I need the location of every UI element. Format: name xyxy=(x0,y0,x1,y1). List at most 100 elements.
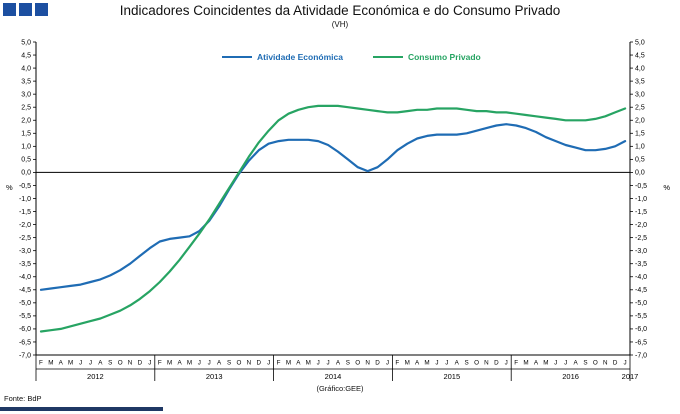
svg-text:2013: 2013 xyxy=(206,372,223,381)
svg-text:4,5: 4,5 xyxy=(21,52,31,59)
svg-text:S: S xyxy=(346,360,350,367)
svg-text:4,0: 4,0 xyxy=(21,65,31,72)
svg-text:2012: 2012 xyxy=(87,372,104,381)
svg-text:-1,5: -1,5 xyxy=(19,209,31,216)
svg-text:-7,0: -7,0 xyxy=(19,352,31,359)
svg-text:3,5: 3,5 xyxy=(635,78,645,85)
svg-text:-5,5: -5,5 xyxy=(635,313,647,320)
svg-text:A: A xyxy=(296,360,301,367)
svg-text:5,0: 5,0 xyxy=(635,39,645,46)
svg-text:-4,5: -4,5 xyxy=(635,287,647,294)
svg-text:-6,5: -6,5 xyxy=(635,339,647,346)
svg-text:-4,0: -4,0 xyxy=(635,274,647,281)
logo-square-icon xyxy=(19,3,32,16)
svg-text:J: J xyxy=(445,360,448,367)
svg-text:J: J xyxy=(505,360,508,367)
legend-item-atividade-economica: Atividade Económica xyxy=(222,52,343,62)
svg-text:D: D xyxy=(375,360,380,367)
svg-text:A: A xyxy=(573,360,578,367)
svg-text:J: J xyxy=(326,360,329,367)
svg-text:N: N xyxy=(484,360,489,367)
svg-text:-6,0: -6,0 xyxy=(19,326,31,333)
svg-text:D: D xyxy=(256,360,261,367)
svg-text:-6,0: -6,0 xyxy=(635,326,647,333)
svg-text:S: S xyxy=(465,360,469,367)
svg-text:A: A xyxy=(217,360,222,367)
chart-subtitle: (VH) xyxy=(331,20,349,29)
svg-text:-3,0: -3,0 xyxy=(635,248,647,255)
svg-text:-7,0: -7,0 xyxy=(635,352,647,359)
svg-text:A: A xyxy=(415,360,420,367)
svg-text:1,0: 1,0 xyxy=(21,144,31,151)
svg-text:N: N xyxy=(603,360,608,367)
svg-text:-2,0: -2,0 xyxy=(635,222,647,229)
svg-text:-2,5: -2,5 xyxy=(19,235,31,242)
svg-text:4,5: 4,5 xyxy=(635,52,645,59)
svg-text:-5,0: -5,0 xyxy=(19,300,31,307)
svg-text:-3,5: -3,5 xyxy=(19,261,31,268)
svg-text:S: S xyxy=(108,360,112,367)
svg-text:A: A xyxy=(59,360,64,367)
logo xyxy=(3,3,48,16)
svg-text:S: S xyxy=(227,360,231,367)
legend-label-consumo-privado: Consumo Privado xyxy=(407,52,481,62)
svg-text:M: M xyxy=(424,360,429,367)
svg-text:J: J xyxy=(317,360,320,367)
svg-text:-2,0: -2,0 xyxy=(19,222,31,229)
svg-text:F: F xyxy=(158,360,162,367)
svg-text:-1,0: -1,0 xyxy=(19,196,31,203)
svg-text:4,0: 4,0 xyxy=(635,65,645,72)
svg-text:O: O xyxy=(236,360,241,367)
source-note: Fonte: BdP xyxy=(4,394,42,403)
svg-text:A: A xyxy=(98,360,103,367)
consumo-privado-line-swatch xyxy=(372,55,403,59)
svg-text:D: D xyxy=(494,360,499,367)
svg-text:-4,5: -4,5 xyxy=(19,287,31,294)
legend: Atividade Económica Consumo Privado xyxy=(222,52,481,62)
svg-text:2,5: 2,5 xyxy=(635,105,645,112)
svg-text:1,5: 1,5 xyxy=(635,131,645,138)
svg-text:0,5: 0,5 xyxy=(21,157,31,164)
svg-text:N: N xyxy=(247,360,252,367)
svg-text:M: M xyxy=(306,360,311,367)
svg-text:-5,5: -5,5 xyxy=(19,313,31,320)
svg-text:A: A xyxy=(534,360,539,367)
svg-text:M: M xyxy=(48,360,53,367)
svg-text:2015: 2015 xyxy=(443,372,460,381)
svg-text:-0,5: -0,5 xyxy=(635,183,647,190)
svg-text:N: N xyxy=(128,360,133,367)
svg-text:2016: 2016 xyxy=(562,372,579,381)
svg-text:J: J xyxy=(435,360,438,367)
svg-text:J: J xyxy=(386,360,389,367)
svg-text:-3,0: -3,0 xyxy=(19,248,31,255)
svg-text:3,0: 3,0 xyxy=(635,91,645,98)
svg-text:2,5: 2,5 xyxy=(21,105,31,112)
svg-text:-2,5: -2,5 xyxy=(635,235,647,242)
svg-text:A: A xyxy=(177,360,182,367)
logo-square-icon xyxy=(3,3,16,16)
svg-text:A: A xyxy=(336,360,341,367)
svg-text:%: % xyxy=(663,183,670,192)
svg-text:-1,0: -1,0 xyxy=(635,196,647,203)
svg-text:2,0: 2,0 xyxy=(21,118,31,125)
svg-text:J: J xyxy=(554,360,557,367)
svg-text:M: M xyxy=(286,360,291,367)
svg-text:M: M xyxy=(187,360,192,367)
svg-text:5,0: 5,0 xyxy=(21,39,31,46)
svg-text:0,5: 0,5 xyxy=(635,157,645,164)
svg-text:D: D xyxy=(613,360,618,367)
atividade-economica-line-swatch xyxy=(222,55,252,59)
svg-text:-0,5: -0,5 xyxy=(19,183,31,190)
svg-text:-5,0: -5,0 xyxy=(635,300,647,307)
svg-text:F: F xyxy=(39,360,43,367)
svg-text:J: J xyxy=(623,360,626,367)
svg-text:M: M xyxy=(167,360,172,367)
svg-text:O: O xyxy=(118,360,123,367)
svg-text:F: F xyxy=(514,360,518,367)
svg-text:J: J xyxy=(79,360,82,367)
svg-text:J: J xyxy=(564,360,567,367)
chart-title: Indicadores Coincidentes da Atividade Ec… xyxy=(119,3,561,18)
svg-text:O: O xyxy=(474,360,479,367)
